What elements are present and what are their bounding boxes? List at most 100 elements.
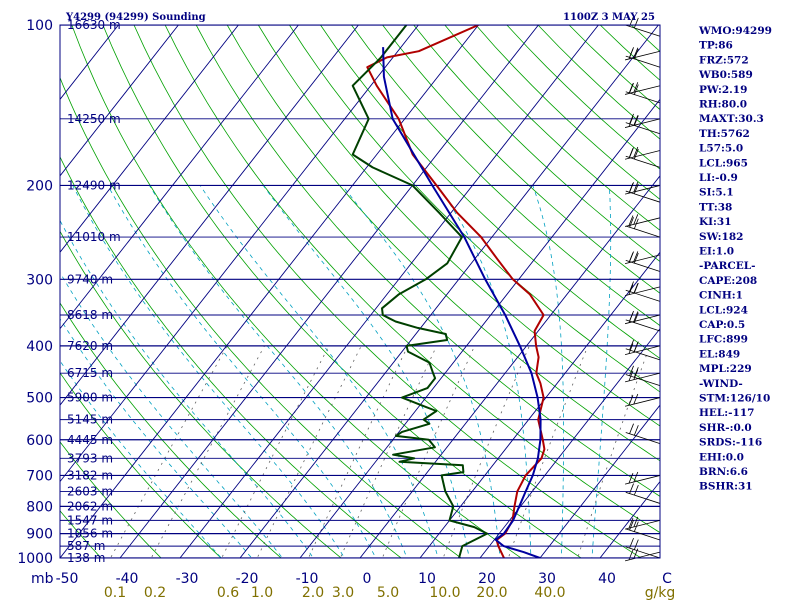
index-line: SW:182 bbox=[699, 231, 743, 243]
dry-adiabat bbox=[0, 25, 233, 569]
wind-barb-flag bbox=[629, 285, 633, 295]
pressure-tick-label: 700 bbox=[26, 468, 53, 484]
dry-adiabat bbox=[165, 25, 720, 569]
index-line: SHR-:0.0 bbox=[699, 422, 752, 434]
wind-barb-flag bbox=[630, 538, 634, 548]
wind-barb-flag bbox=[634, 312, 638, 322]
mixing-ratio-line bbox=[378, 346, 475, 569]
moist-adiabat bbox=[16, 185, 292, 569]
height-tick-label: 1547 m bbox=[67, 513, 113, 527]
wind-barb-flag bbox=[634, 214, 638, 224]
index-line: FRZ:572 bbox=[699, 54, 749, 66]
index-line: TT:38 bbox=[699, 201, 732, 213]
index-line: CAP:0.5 bbox=[699, 319, 745, 331]
pressure-tick-label: 100 bbox=[26, 18, 53, 34]
wind-barb-flag bbox=[630, 252, 634, 262]
wind-barb-shaft bbox=[626, 260, 660, 271]
wind-barb-flag bbox=[630, 182, 634, 192]
chart-time: 1100Z 3 MAY 25 bbox=[563, 12, 655, 23]
mixing-ratio-line bbox=[252, 346, 361, 569]
height-tick-label: 7620 m bbox=[67, 339, 113, 353]
dry-adiabat bbox=[0, 25, 51, 569]
dry-adiabat bbox=[72, 25, 538, 569]
index-line: WMO:94299 bbox=[698, 25, 772, 37]
height-tick-label: 138 m bbox=[67, 551, 105, 565]
height-tick-label: 14250 m bbox=[67, 112, 121, 126]
isotherm bbox=[0, 25, 358, 558]
index-line: TP:86 bbox=[699, 40, 733, 52]
wind-barb-flag bbox=[634, 394, 638, 404]
wind-barb-shaft bbox=[626, 529, 660, 540]
mixing-ratio-tick-label: 0.1 bbox=[104, 585, 126, 600]
wind-barb-flag bbox=[630, 148, 634, 158]
index-line: LFC:899 bbox=[699, 334, 748, 346]
mixing-ratio-tick-label: 40.0 bbox=[534, 585, 565, 600]
mixing-ratio-tick-label: 3.0 bbox=[332, 585, 354, 600]
mixing-ratio-line bbox=[335, 346, 436, 569]
index-line: LCL:924 bbox=[699, 304, 748, 316]
mixing-ratio-tick-label: 0.6 bbox=[217, 585, 239, 600]
indices-panel: WMO:94299 TP:86 FRZ:572 WB0:589 PW:2.19 RH:80… bbox=[698, 25, 772, 493]
mixing-ratio-tick-label: 1.0 bbox=[251, 585, 273, 600]
index-line: CINH:1 bbox=[699, 290, 743, 302]
pressure-tick-label: 500 bbox=[26, 391, 53, 407]
index-line: -WIND- bbox=[699, 378, 743, 390]
index-line: LCL:965 bbox=[699, 157, 748, 169]
mixing-ratio-tick-label: g/kg bbox=[645, 585, 676, 600]
dry-adiabat bbox=[569, 25, 800, 569]
index-line: BRN:6.6 bbox=[699, 466, 748, 478]
index-line: MPL:229 bbox=[699, 363, 752, 375]
height-tick-label: 5145 m bbox=[67, 413, 113, 427]
pressure-tick-label: 900 bbox=[26, 527, 53, 543]
height-tick-label: 4445 m bbox=[67, 433, 113, 447]
index-line: L57:5.0 bbox=[699, 143, 743, 155]
index-line: EI:1.0 bbox=[699, 246, 734, 258]
index-line: TH:5762 bbox=[699, 128, 750, 140]
mixing-ratio-tick-label: 10.0 bbox=[429, 585, 460, 600]
index-line: PW:2.19 bbox=[699, 84, 747, 96]
dry-adiabat bbox=[507, 25, 800, 569]
wind-barb-flag bbox=[634, 48, 638, 58]
wind-barb-flag bbox=[630, 484, 634, 494]
wind-barb-flag bbox=[634, 342, 638, 352]
pressure-tick-label: 1000 bbox=[17, 551, 53, 567]
height-tick-label: 3182 m bbox=[67, 468, 113, 482]
pressure-tick-label: 400 bbox=[26, 339, 53, 355]
wind-barb-flag bbox=[630, 424, 634, 434]
wind-barb-flag bbox=[629, 344, 633, 354]
index-line: BSHR:31 bbox=[699, 481, 753, 493]
parcel-line bbox=[383, 47, 540, 558]
wind-barb-shaft bbox=[626, 25, 660, 36]
pressure-tick-label: 600 bbox=[26, 433, 53, 449]
height-tick-label: 5900 m bbox=[67, 391, 113, 405]
height-tick-label: 9740 m bbox=[67, 272, 113, 286]
wind-barb-shaft bbox=[626, 156, 660, 167]
index-line: KI:31 bbox=[699, 216, 732, 228]
wind-barb-shaft bbox=[626, 191, 660, 202]
wind-barb-flag bbox=[634, 485, 638, 495]
moist-adiabat bbox=[200, 185, 441, 569]
wind-barb-flag bbox=[630, 340, 634, 350]
wind-barb-flag bbox=[630, 311, 634, 321]
index-line: WB0:589 bbox=[698, 69, 753, 81]
height-tick-label: 2062 m bbox=[67, 499, 113, 513]
index-line: LI:-0.9 bbox=[699, 172, 738, 184]
height-tick-label: 2603 m bbox=[67, 484, 113, 498]
index-line: STM:126/10 bbox=[699, 393, 770, 405]
index-line: HEL:-117 bbox=[699, 407, 754, 419]
isotherm bbox=[540, 25, 800, 558]
index-line: CAPE:208 bbox=[699, 275, 757, 287]
background-grid bbox=[0, 25, 800, 569]
height-tick-label: 8618 m bbox=[67, 308, 113, 322]
dry-adiabat bbox=[538, 25, 800, 569]
index-line: RH:80.0 bbox=[699, 99, 747, 111]
mixing-ratio-tick-label: 0.2 bbox=[144, 585, 166, 600]
mixing-ratio-tick-label: 20.0 bbox=[476, 585, 507, 600]
height-tick-label: 3793 m bbox=[67, 451, 113, 465]
temperature-tick-label: 0 bbox=[363, 571, 372, 587]
dewpoint-line bbox=[353, 25, 487, 558]
pressure-tick-label: 200 bbox=[26, 178, 53, 194]
wind-barb-shaft bbox=[626, 226, 660, 237]
